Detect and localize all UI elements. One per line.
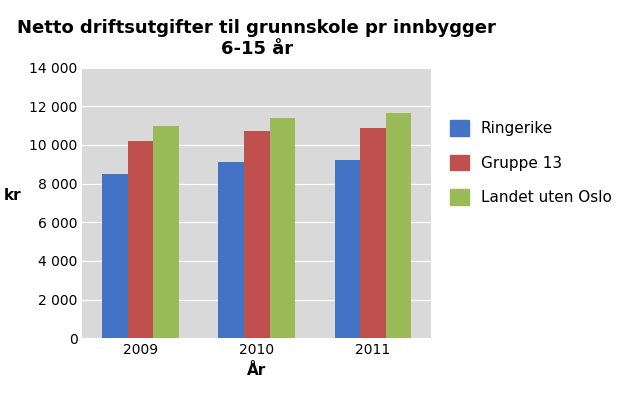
X-axis label: År: År: [247, 363, 266, 378]
Bar: [360, 128, 385, 338]
Bar: [153, 126, 179, 338]
Y-axis label: kr: kr: [4, 188, 22, 203]
Bar: [218, 162, 244, 338]
Title: Netto driftsutgifter til grunnskole pr innbygger
6-15 år: Netto driftsutgifter til grunnskole pr i…: [17, 19, 496, 58]
Bar: [102, 174, 127, 338]
Bar: [127, 141, 153, 338]
Bar: [385, 113, 411, 338]
Legend: Ringerike, Gruppe 13, Landet uten Oslo: Ringerike, Gruppe 13, Landet uten Oslo: [446, 116, 616, 210]
Bar: [244, 131, 269, 338]
Bar: [335, 160, 360, 338]
Bar: [269, 118, 295, 338]
